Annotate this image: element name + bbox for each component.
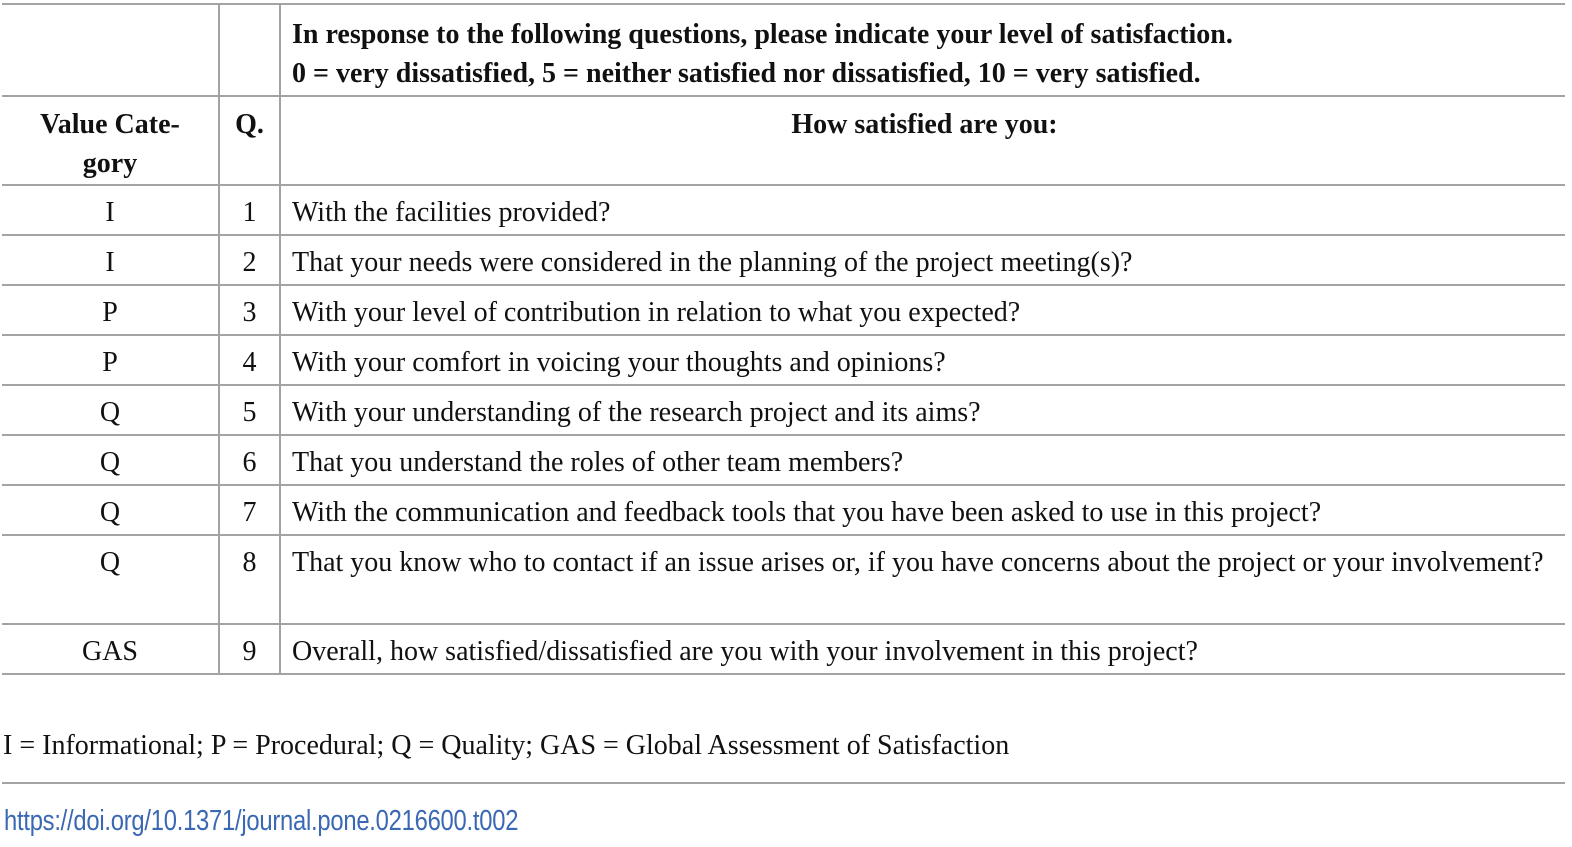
table-row: Q 7 With the communication and feedback …: [2, 484, 1565, 536]
header-category: Value Cate-gory: [2, 95, 220, 186]
table-row: P 3 With your level of contribution in r…: [2, 284, 1565, 336]
table-row: Q 6 That you understand the roles of oth…: [2, 434, 1565, 486]
category-cell: P: [2, 284, 220, 336]
question-number-cell: 2: [219, 234, 281, 286]
category-cell: P: [2, 334, 220, 386]
question-text-cell: That you know who to contact if an issue…: [280, 534, 1565, 625]
category-cell: I: [2, 234, 220, 286]
category-cell: Q: [2, 484, 220, 536]
category-cell: Q: [2, 384, 220, 436]
table-row: I 2 That your needs were considered in t…: [2, 234, 1565, 286]
instruction-line-2: 0 = very dissatisfied, 5 = neither satis…: [292, 58, 1201, 89]
table-row: GAS 9 Overall, how satisfied/dissatisfie…: [2, 623, 1565, 675]
empty-header-cell: [219, 3, 281, 97]
question-number-cell: 5: [219, 384, 281, 436]
empty-header-cell: [2, 3, 220, 97]
question-number-cell: 6: [219, 434, 281, 486]
table-row: I 1 With the facilities provided?: [2, 184, 1565, 236]
table-row: Q 5 With your understanding of the resea…: [2, 384, 1565, 436]
question-number-cell: 4: [219, 334, 281, 386]
header-row: Value Cate-gory Q. How satisfied are you…: [2, 95, 1565, 186]
footnote-divider: [2, 782, 1565, 784]
table-row: P 4 With your comfort in voicing your th…: [2, 334, 1565, 386]
table-row: Q 8 That you know who to contact if an i…: [2, 534, 1565, 625]
instruction-cell: In response to the following questions, …: [280, 3, 1565, 97]
instruction-line-1: In response to the following questions, …: [292, 19, 1233, 50]
question-number-cell: 1: [219, 184, 281, 236]
question-number-cell: 9: [219, 623, 281, 675]
header-question: How satisfied are you:: [280, 95, 1565, 186]
category-cell: Q: [2, 534, 220, 625]
question-text-cell: With your comfort in voicing your though…: [280, 334, 1565, 386]
satisfaction-questionnaire-table: In response to the following questions, …: [2, 3, 1565, 675]
question-text-cell: With the facilities provided?: [280, 184, 1565, 236]
question-text-cell: With the communication and feedback tool…: [280, 484, 1565, 536]
header-question-number: Q.: [219, 95, 281, 186]
question-text-cell: That your needs were considered in the p…: [280, 234, 1565, 286]
question-text-cell: With your understanding of the research …: [280, 384, 1565, 436]
question-text-cell: Overall, how satisfied/dissatisfied are …: [280, 623, 1565, 675]
instruction-row: In response to the following questions, …: [2, 3, 1565, 97]
category-cell: GAS: [2, 623, 220, 675]
question-number-cell: 3: [219, 284, 281, 336]
question-text-cell: With your level of contribution in relat…: [280, 284, 1565, 336]
question-number-cell: 7: [219, 484, 281, 536]
category-cell: I: [2, 184, 220, 236]
question-number-cell: 8: [219, 534, 281, 625]
question-text-cell: That you understand the roles of other t…: [280, 434, 1565, 486]
doi-link[interactable]: https://doi.org/10.1371/journal.pone.021…: [4, 805, 519, 837]
table-footnote: I = Informational; P = Procedural; Q = Q…: [3, 730, 1010, 761]
category-cell: Q: [2, 434, 220, 486]
